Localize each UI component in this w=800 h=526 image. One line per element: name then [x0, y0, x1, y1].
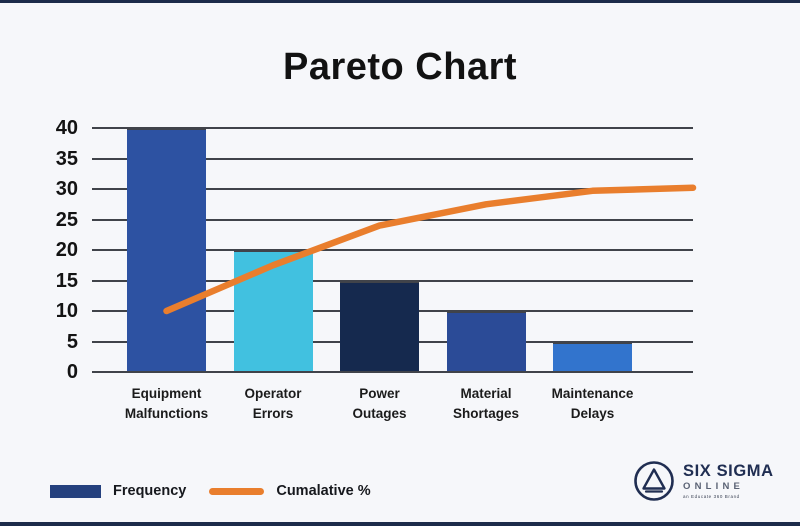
x-axis-label: Material Shortages — [416, 384, 556, 423]
logo-text-block: SIX SIGMA ONLINE an Educate 360 Brand — [683, 462, 774, 500]
y-axis-tick-label: 25 — [55, 208, 78, 231]
gridline-35 — [92, 157, 693, 160]
y-axis-tick-label: 10 — [55, 300, 78, 322]
chart-title: Pareto Chart — [282, 46, 518, 88]
x-axis-label: Operator Errors — [203, 384, 343, 423]
cumulative-line-path — [163, 184, 697, 315]
x-axis-label: Power Outages — [310, 384, 450, 423]
x-axis-label-line: Outages — [352, 405, 407, 421]
x-axis-label-line: Equipment — [131, 386, 202, 401]
y-axis-tick-label: 35 — [55, 147, 78, 170]
frequency-legend-swatch — [50, 484, 101, 498]
x-axis-label-line: Material — [460, 386, 512, 401]
frequency-legend-label: Frequency — [113, 483, 187, 499]
x-axis-label-line: Power — [359, 386, 400, 401]
gridline-0 — [92, 371, 693, 373]
x-axis-label: Maintenance Delays — [523, 384, 663, 423]
gridline-30 — [92, 188, 693, 190]
cumulative-legend-label: Cumalative % — [276, 483, 371, 499]
six-sigma-online-logo: SIX SIGMA ONLINE an Educate 360 Brand — [633, 460, 774, 502]
bar-maintenance-delays — [553, 341, 632, 372]
bar-equipment-malfunctions — [127, 128, 206, 372]
x-axis-label-line: Delays — [570, 405, 615, 421]
x-axis-label-line: Operator — [244, 386, 302, 401]
logo-tagline: an Educate 360 Brand — [683, 493, 740, 499]
y-axis-tick-label: 15 — [55, 269, 78, 292]
gridline-40 — [92, 127, 693, 129]
gridline-20 — [92, 249, 693, 251]
top-border-bar — [0, 0, 800, 3]
cumulative-percent-line — [163, 184, 697, 315]
cumulative-legend-line — [209, 487, 265, 495]
bar-material-shortages — [446, 311, 526, 372]
y-axis-tick-label: 0 — [66, 361, 78, 383]
y-axis-tick-label: 20 — [55, 239, 78, 261]
logo-text-six-sigma: SIX SIGMA — [683, 462, 774, 481]
bar-power-outages — [340, 280, 419, 372]
x-axis-label-line: Errors — [252, 405, 294, 421]
x-axis-label-line: Malfunctions — [124, 405, 209, 421]
six-sigma-logo-mark-icon — [634, 461, 674, 501]
bottom-border-bar — [0, 522, 800, 526]
x-axis-label-line: Maintenance — [551, 386, 634, 401]
y-axis-tick-label: 30 — [55, 178, 78, 200]
x-axis-label: Equipment Malfunctions — [97, 384, 237, 423]
plot-area: 0 5 10 15 20 25 30 35 40 Equipment Malfunctions Ope… — [56, 118, 697, 421]
bar-operator-errors — [233, 250, 313, 372]
gridline-25 — [92, 218, 693, 221]
legend: Frequency Cumalative % — [50, 483, 371, 499]
y-axis-tick-label: 40 — [55, 117, 78, 139]
logo-text-online: ONLINE — [683, 481, 745, 493]
x-axis-label-line: Shortages — [452, 405, 520, 421]
y-axis-tick-label: 5 — [66, 330, 78, 353]
